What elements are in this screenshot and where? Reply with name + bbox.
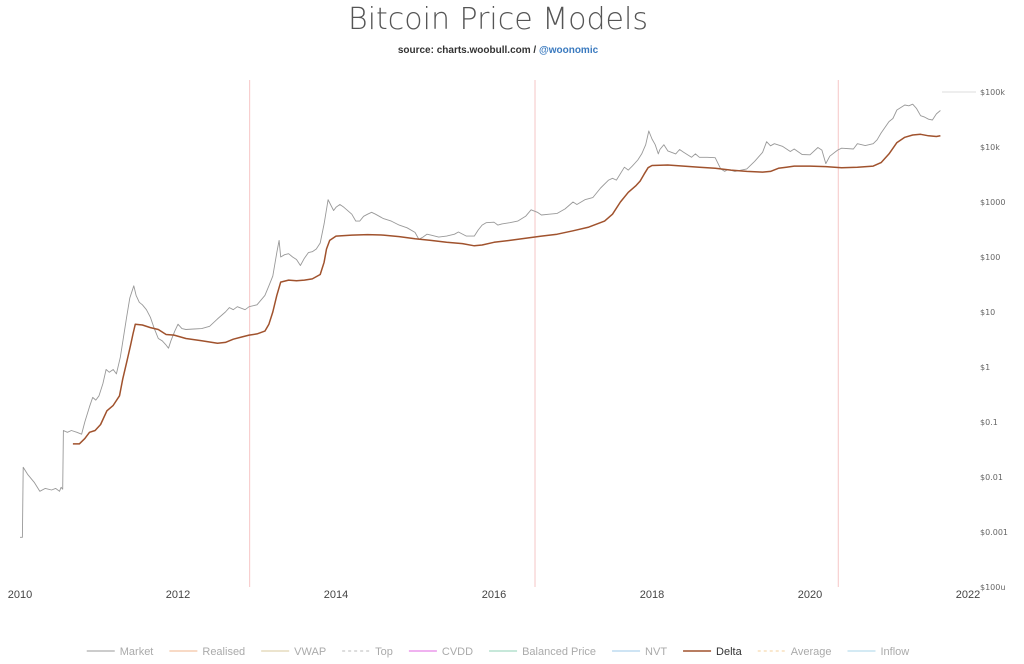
- legend-item-inflow: Inflow: [847, 646, 910, 658]
- legend-label: Delta: [716, 646, 743, 658]
- legend-label: VWAP: [294, 646, 326, 658]
- x-axis: 2010 2012 2014 2016 2018 2020 2022: [8, 589, 980, 601]
- legend-item-top: Top: [342, 646, 393, 658]
- legend-item-delta: Delta: [683, 646, 743, 658]
- y-tick-label: $1000: [980, 198, 1005, 207]
- legend-item-cvdd: CVDD: [408, 646, 473, 658]
- source-handle-link[interactable]: @woonomic: [538, 45, 599, 56]
- y-tick-label: $100u: [980, 583, 1005, 592]
- legend-item-balanced-price: Balanced Price: [489, 646, 596, 658]
- legend-label: CVDD: [442, 646, 473, 658]
- legend-label: Balanced Price: [522, 646, 596, 658]
- y-tick-label: $0.001: [980, 528, 1008, 537]
- legend-label: Market: [120, 646, 154, 658]
- x-tick-label: 2010: [8, 589, 32, 601]
- x-tick-label: 2012: [166, 589, 190, 601]
- legend-item-realised: Realised: [169, 646, 245, 658]
- y-tick-label: $100k: [980, 88, 1005, 97]
- legend-label: Inflow: [881, 646, 910, 658]
- x-tick-label: 2016: [482, 589, 506, 601]
- chart-source: source: charts.woobull.com / @woonomic: [0, 45, 996, 56]
- x-tick-label: 2020: [798, 589, 822, 601]
- y-axis: $100k $10k $1000 $100 $10 $1 $0.1 $0.01 $0.001 $1…: [980, 88, 1008, 592]
- legend-label: Realised: [202, 646, 245, 658]
- y-tick-label: $10: [980, 308, 995, 317]
- legend: Market Realised VWAP Top CVDD Balanced Price N…: [86, 646, 910, 658]
- legend-label: Top: [375, 646, 393, 658]
- series-line-delta: [72, 133, 941, 445]
- x-tick-label: 2022: [956, 589, 980, 601]
- chart-title: Bitcoin Price Models: [348, 2, 648, 37]
- legend-item-vwap: VWAP: [261, 646, 326, 658]
- x-tick-label: 2014: [324, 589, 348, 601]
- halving-lines: [249, 80, 839, 587]
- legend-label: Average: [791, 646, 832, 658]
- x-tick-label: 2018: [640, 589, 664, 601]
- y-tick-label: $100: [980, 253, 1000, 262]
- legend-item-nvt: NVT: [612, 646, 667, 658]
- y-tick-label: $0.01: [980, 473, 1003, 482]
- y-tick-label: $1: [980, 363, 990, 372]
- legend-item-market: Market: [86, 646, 154, 658]
- legend-label: NVT: [645, 646, 667, 658]
- y-tick-label: $0.1: [980, 418, 998, 427]
- series-layer: [20, 103, 941, 538]
- y-tick-label: $10k: [980, 143, 1000, 152]
- legend-item-average: Average: [757, 646, 832, 658]
- series-line-market: [20, 103, 941, 538]
- source-prefix: source: charts.woobull.com /: [397, 45, 539, 56]
